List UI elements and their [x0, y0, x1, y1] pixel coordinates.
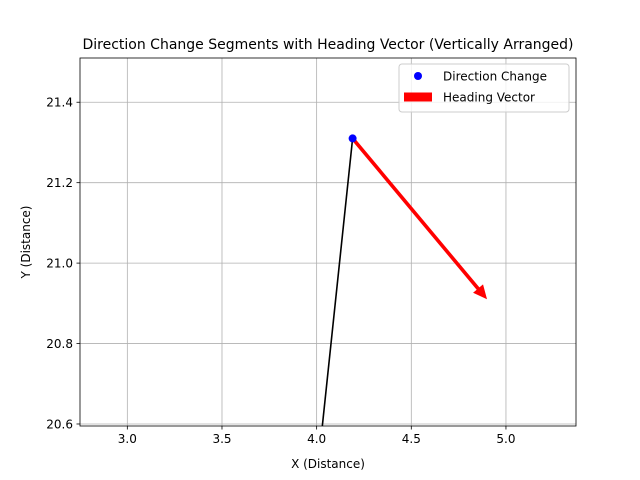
chart-title: Direction Change Segments with Heading V…	[82, 37, 573, 53]
heading-vector-arrow	[351, 137, 488, 300]
y-tick-label: 21.0	[46, 257, 73, 271]
x-tick-label: 3.0	[118, 432, 137, 446]
legend: Direction Change Heading Vector	[398, 63, 570, 113]
x-axis-ticks: 3.0 3.5 4.0 4.5 5.0	[118, 426, 516, 446]
y-axis-label: Y (Distance)	[19, 206, 33, 280]
legend-label: Heading Vector	[443, 91, 535, 105]
y-tick-label: 21.2	[46, 176, 73, 190]
x-tick-label: 5.0	[496, 432, 515, 446]
y-tick-label: 21.4	[46, 96, 73, 110]
x-tick-label: 4.5	[402, 432, 421, 446]
legend-label: Direction Change	[443, 70, 547, 84]
plot-area	[321, 134, 488, 427]
x-tick-label: 3.5	[212, 432, 231, 446]
axes-frame	[79, 57, 577, 427]
y-tick-label: 20.8	[46, 337, 73, 351]
direction-segment-line	[321, 138, 354, 427]
legend-marker-heading-vector	[404, 92, 432, 102]
x-tick-label: 4.0	[307, 432, 326, 446]
y-axis-ticks: 20.6 20.8 21.0 21.2 21.4	[46, 96, 80, 431]
legend-box	[398, 63, 570, 113]
direction-change-point	[348, 134, 357, 143]
legend-marker-direction-change	[414, 72, 422, 80]
x-axis-label: X (Distance)	[291, 457, 365, 471]
y-tick-label: 20.6	[46, 417, 73, 431]
